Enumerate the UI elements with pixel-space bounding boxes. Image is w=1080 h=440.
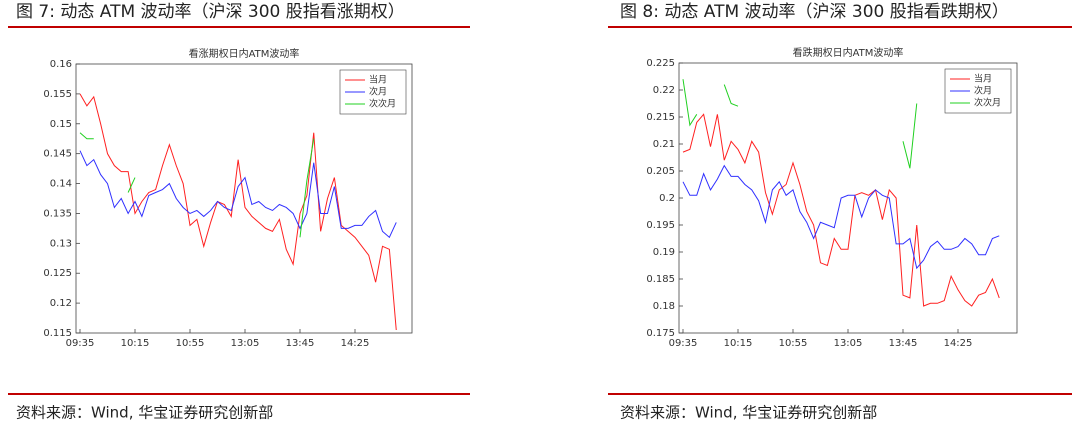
y-tick-label: 0.215 [646,112,675,123]
y-tick-label: 0.22 [653,85,675,96]
series-line [682,164,1000,270]
y-tick-label: 0.115 [43,328,72,339]
x-tick-label: 13:05 [834,338,863,349]
y-tick-label: 0.175 [646,328,675,339]
y-tick-label: 0.145 [43,149,72,160]
source-note: 资料来源：Wind, 华宝证券研究创新部 [620,404,877,422]
figure-caption: 图 7: 动态 ATM 波动率（沪深 300 股指看涨期权） [16,2,405,22]
series-line [79,132,315,238]
y-tick-label: 0.205 [646,166,675,177]
y-tick-label: 0.14 [50,179,72,190]
x-tick-label: 10:15 [121,338,150,349]
y-tick-label: 0.16 [50,59,72,70]
x-tick-label: 14:25 [944,338,973,349]
y-tick-label: 0.21 [653,139,675,150]
y-tick-label: 0.185 [646,274,675,285]
series-line [79,150,397,239]
x-tick-label: 09:35 [669,338,698,349]
y-tick-label: 0.155 [43,89,72,100]
y-tick-label: 0.135 [43,208,72,219]
chart-title: 看涨期权日内ATM波动率 [189,47,300,60]
x-tick-label: 13:45 [889,338,918,349]
figure-caption: 图 8: 动态 ATM 波动率（沪深 300 股指看跌期权） [620,2,1009,22]
series-line [682,79,918,169]
y-tick-label: 0.2 [659,193,675,204]
legend-label: 次次月 [369,98,396,110]
x-tick-label: 14:25 [341,338,370,349]
series-line [79,93,397,331]
legend-label: 当月 [974,73,992,85]
x-tick-label: 09:35 [66,338,95,349]
x-tick-label: 10:15 [724,338,753,349]
y-tick-label: 0.125 [43,268,72,279]
plot-frame [75,63,413,334]
y-tick-label: 0.225 [646,58,675,69]
source-note: 资料来源：Wind, 华宝证券研究创新部 [16,404,273,422]
legend-label: 次次月 [974,97,1001,109]
chart-title: 看跌期权日内ATM波动率 [793,46,904,59]
x-tick-label: 10:55 [779,338,808,349]
legend-label: 次月 [369,86,387,98]
legend-label: 当月 [369,74,387,86]
y-tick-label: 0.19 [653,247,675,258]
y-tick-label: 0.12 [50,298,72,309]
y-tick-label: 0.13 [50,238,72,249]
y-tick-label: 0.195 [646,220,675,231]
x-tick-label: 13:05 [231,338,260,349]
y-tick-label: 0.18 [653,301,675,312]
series-line [682,113,1000,307]
x-tick-label: 10:55 [176,338,205,349]
legend-label: 次月 [974,85,992,97]
y-tick-label: 0.15 [50,119,72,130]
x-tick-label: 13:45 [286,338,315,349]
